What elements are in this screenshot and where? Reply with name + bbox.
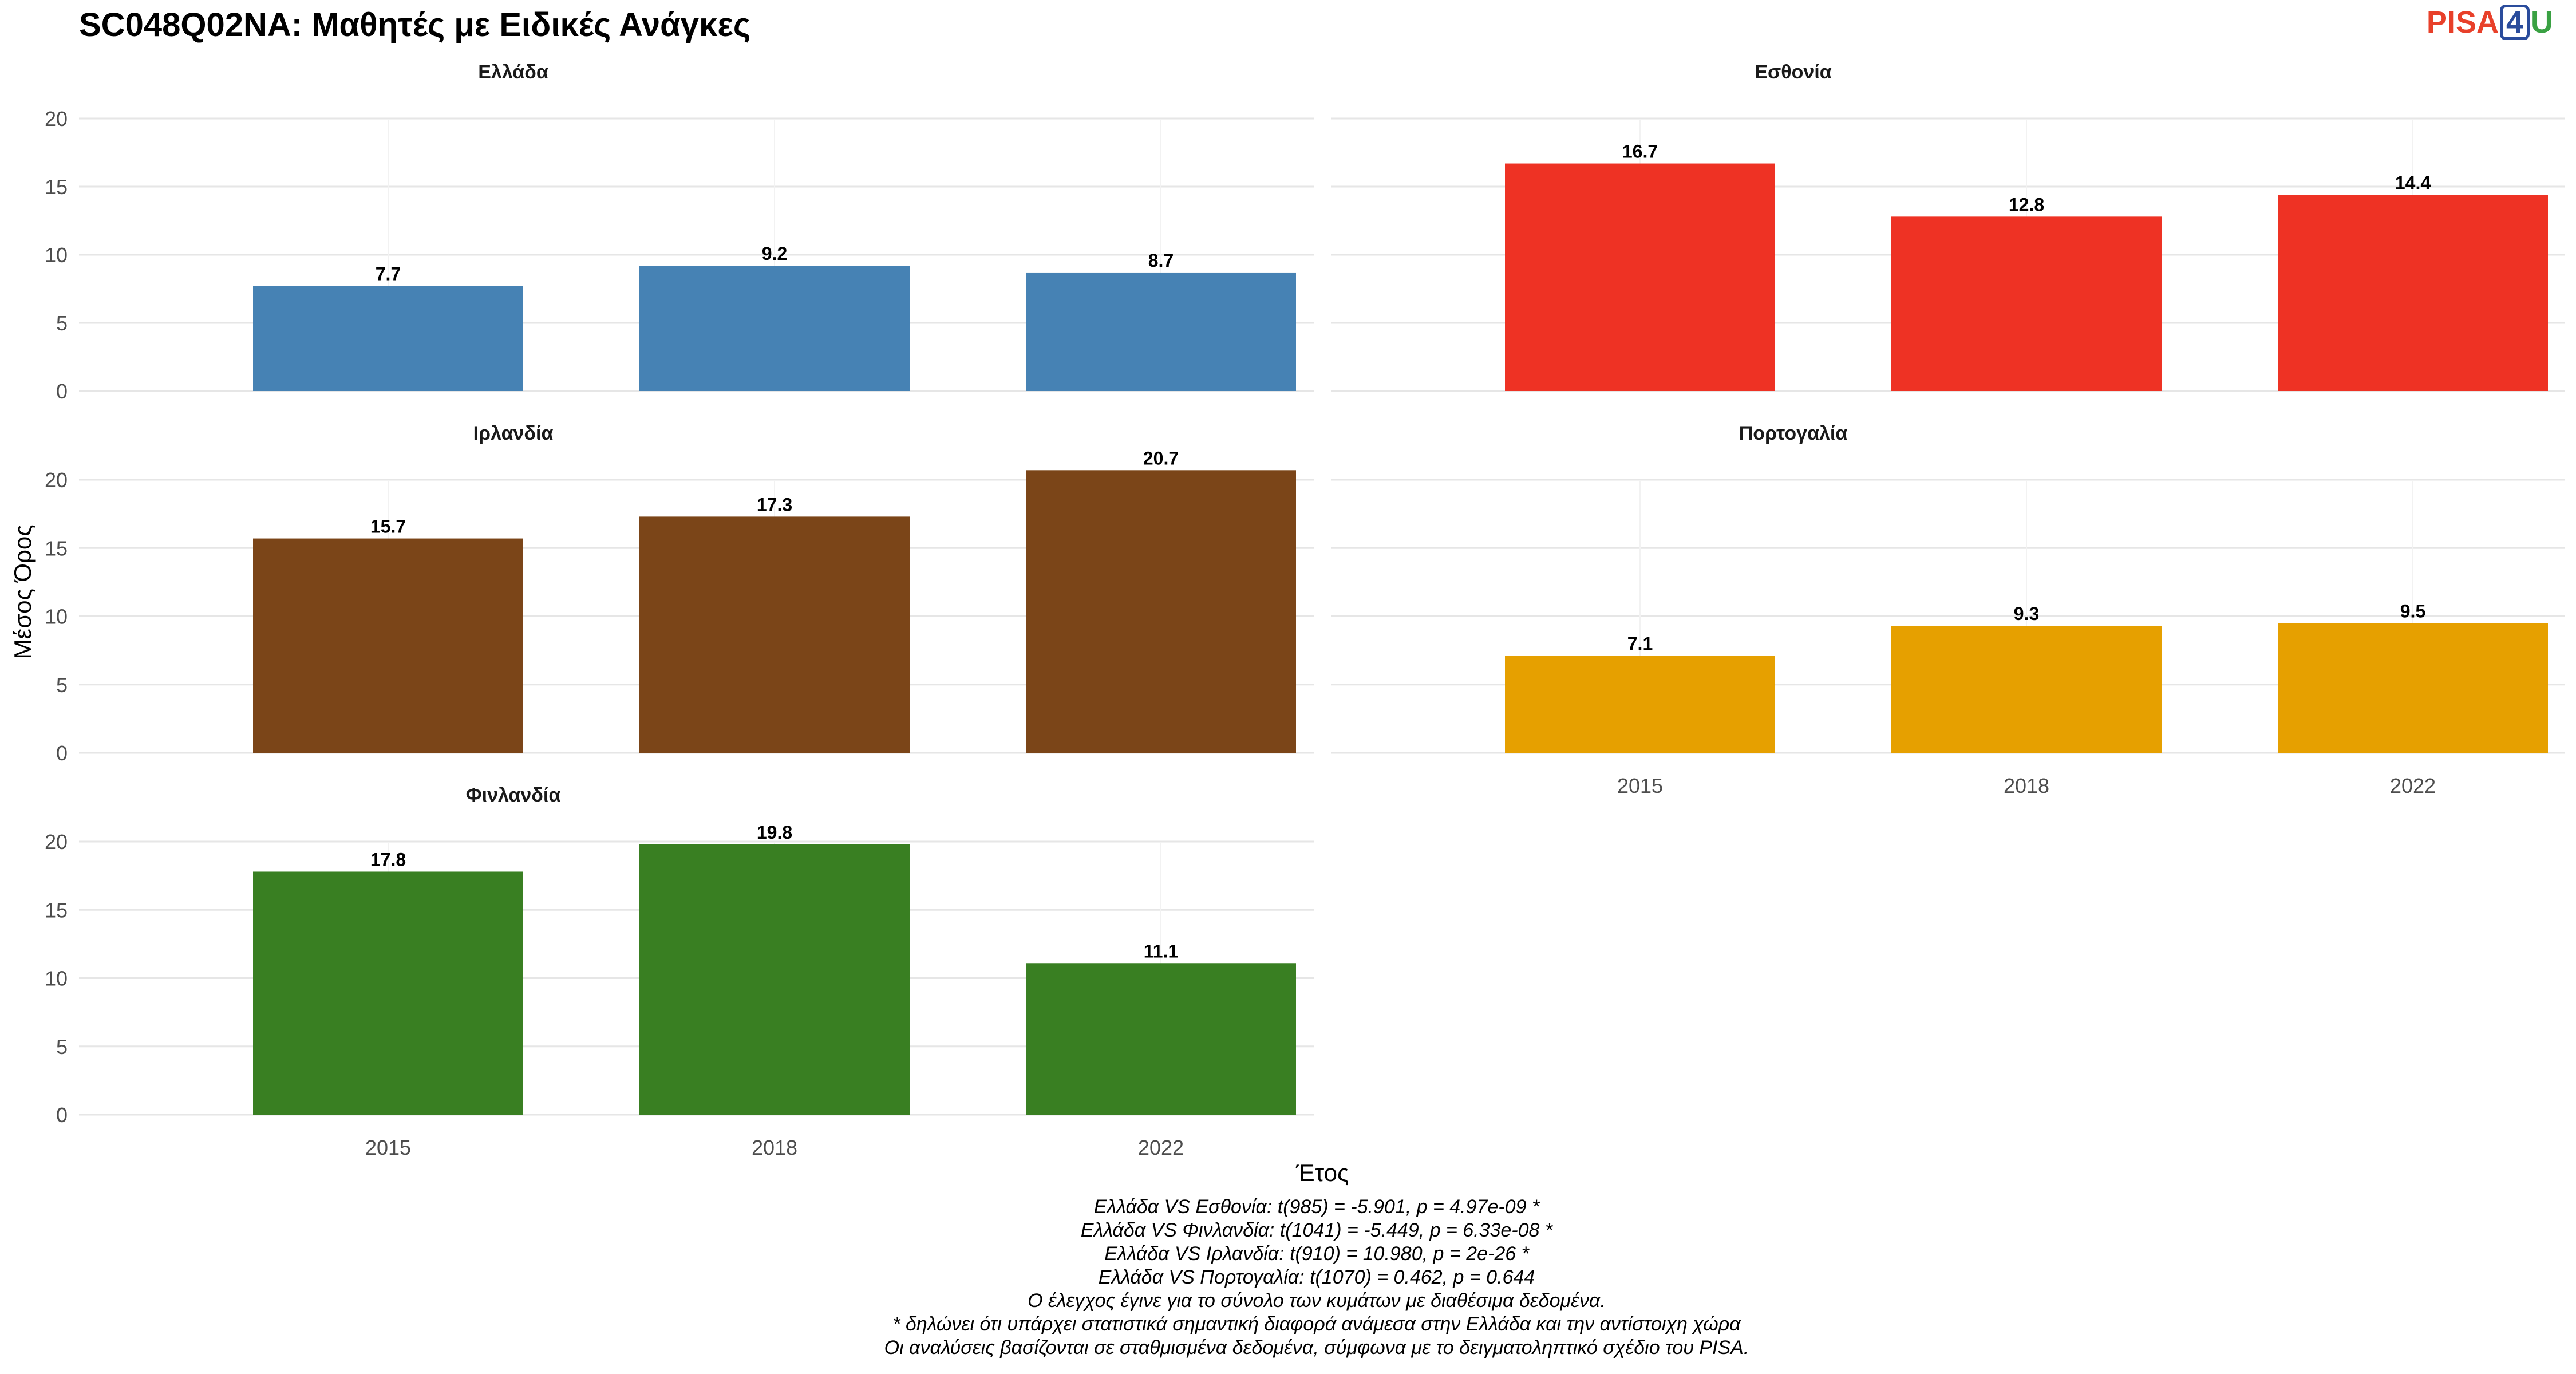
data-label: 7.1 xyxy=(1627,634,1653,654)
logo-text-u: U xyxy=(2531,5,2553,40)
bar xyxy=(253,286,523,391)
caption-line: Οι αναλύσεις βασίζονται σε σταθμισμένα δ… xyxy=(884,1337,1749,1359)
y-tick-label: 15 xyxy=(45,175,68,199)
data-label: 16.7 xyxy=(1622,141,1658,162)
y-tick-label: 5 xyxy=(56,1035,68,1059)
data-label: 14.4 xyxy=(2395,172,2431,193)
chart-title: SC048Q02NA: Μαθητές με Ειδικές Ανάγκες xyxy=(79,6,751,44)
x-axis-label: Έτος xyxy=(1295,1159,1349,1186)
bar xyxy=(253,538,523,753)
caption-line: Ελλάδα VS Πορτογαλία: t(1070) = 0.462, p… xyxy=(1098,1266,1535,1288)
caption-line: Ο έλεγχος έγινε για το σύνολο των κυμάτω… xyxy=(1028,1290,1606,1312)
x-tick-label: 2015 xyxy=(365,1136,411,1159)
caption-line: * δηλώνει ότι υπάρχει στατιστικά σημαντι… xyxy=(892,1313,1741,1335)
panel-title: Ελλάδα xyxy=(478,61,548,83)
panel-title: Εσθονία xyxy=(1755,61,1831,83)
y-tick-label: 10 xyxy=(45,605,68,629)
data-label: 9.2 xyxy=(762,243,787,264)
bar xyxy=(1891,626,2162,753)
y-tick-label: 10 xyxy=(45,967,68,990)
data-label: 9.5 xyxy=(2400,601,2425,621)
y-axis-label: Μέσος Όρος xyxy=(9,524,36,660)
bar xyxy=(1026,470,1296,753)
y-tick-label: 0 xyxy=(56,380,68,403)
x-tick-label: 2015 xyxy=(1617,774,1663,797)
logo-text-4: 4 xyxy=(2499,5,2530,40)
bar xyxy=(2278,195,2548,391)
faceted-bar-chart: 0 5 10 15 20 Ελλάδα 7.7 9.2 8.7 Εσθονία 16.7 12.8 14… xyxy=(45,61,2565,1159)
bar xyxy=(1026,963,1296,1115)
bar xyxy=(639,844,910,1115)
bar xyxy=(1891,216,2162,391)
x-tick-label: 2022 xyxy=(1138,1136,1184,1159)
x-tick-label: 2022 xyxy=(2390,774,2436,797)
x-tick-label: 2018 xyxy=(2004,774,2049,797)
panel-title: Φινλανδία xyxy=(466,784,561,806)
bar xyxy=(1505,656,1775,753)
data-label: 19.8 xyxy=(757,822,792,843)
bar xyxy=(639,266,910,391)
bar xyxy=(2278,623,2548,753)
bar xyxy=(1026,272,1296,391)
data-label: 12.8 xyxy=(2009,194,2044,215)
panel-title: Ιρλανδία xyxy=(473,423,554,444)
data-label: 8.7 xyxy=(1148,250,1174,271)
y-tick-label: 15 xyxy=(45,536,68,560)
data-label: 7.7 xyxy=(376,264,401,285)
data-label: 20.7 xyxy=(1143,448,1179,468)
logo-text-pisa: PISA xyxy=(2426,5,2499,40)
x-tick-label: 2018 xyxy=(752,1136,797,1159)
y-axis-label-wrap: Μέσος Όρος xyxy=(6,510,40,681)
caption-line: Ελλάδα VS Φινλανδία: t(1041) = -5.449, p… xyxy=(1080,1219,1553,1241)
y-tick-label: 0 xyxy=(56,741,68,765)
bar xyxy=(639,516,910,753)
data-label: 15.7 xyxy=(370,516,406,537)
caption: Ελλάδα VS Εσθονία: t(985) = -5.901, p = … xyxy=(687,1195,1946,1360)
panel-title: Πορτογαλία xyxy=(1739,423,1848,444)
bar xyxy=(253,871,523,1115)
y-tick-label: 10 xyxy=(45,243,68,267)
y-tick-label: 0 xyxy=(56,1103,68,1127)
data-label: 17.3 xyxy=(757,494,792,515)
y-tick-label: 20 xyxy=(45,107,68,131)
caption-line: Ελλάδα VS Εσθονία: t(985) = -5.901, p = … xyxy=(1093,1196,1540,1218)
y-tick-label: 20 xyxy=(45,468,68,492)
bar xyxy=(1505,163,1775,391)
y-tick-label: 15 xyxy=(45,898,68,922)
y-tick-label: 5 xyxy=(56,311,68,335)
data-label: 11.1 xyxy=(1144,941,1179,961)
y-tick-label: 20 xyxy=(45,830,68,854)
caption-line: Ελλάδα VS Ιρλανδία: t(910) = 10.980, p =… xyxy=(1104,1243,1529,1265)
y-tick-label: 5 xyxy=(56,673,68,697)
data-label: 17.8 xyxy=(370,849,406,870)
data-label: 9.3 xyxy=(2014,603,2039,624)
pisa4u-logo: PISA 4 U xyxy=(2427,5,2553,40)
